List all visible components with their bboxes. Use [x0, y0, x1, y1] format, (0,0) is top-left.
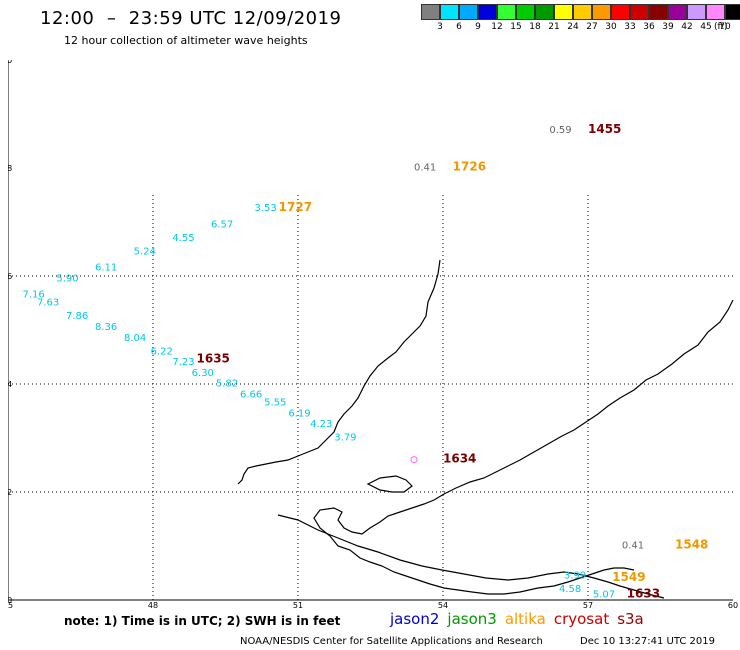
color-legend-label: 21 [548, 22, 560, 32]
lon-label: 45 [8, 601, 13, 610]
color-legend-label: 24 [567, 22, 579, 32]
page-subtitle: 12 hour collection of altimeter wave hei… [64, 34, 308, 47]
color-legend-label: 33 [624, 22, 636, 32]
page-title: 12:00 – 23:59 UTC 12/09/2019 [40, 8, 342, 29]
color-legend-label: 27 [586, 22, 598, 32]
pass-time-label: 1549 [612, 570, 645, 584]
color-swatch [440, 4, 459, 20]
satellite-legend: jason2 jason3 altika cryosat s3a [390, 610, 652, 628]
pass-time-label: 1634 [443, 451, 476, 465]
color-swatch [668, 4, 687, 20]
wave-height-value: 6.11 [95, 263, 117, 274]
wave-height-value: 6.30 [192, 368, 214, 379]
color-legend-label: 70 [719, 22, 731, 32]
pass-time-label: 1455 [588, 122, 621, 136]
color-legend-label: 39 [662, 22, 674, 32]
color-swatch [611, 4, 630, 20]
note-text: note: 1) Time is in UTC; 2) SWH is in fe… [64, 614, 341, 628]
color-swatch [478, 4, 497, 20]
pass-time-label: 1548 [675, 538, 708, 552]
wave-height-value: 7.16 [23, 290, 45, 301]
wave-height-map: 80 78 76 74 72 7045 48 51 54 57 60 3.53 6.57 4.55 5.24… [8, 60, 738, 610]
color-legend-label: 15 [510, 22, 522, 32]
color-swatch [535, 4, 554, 20]
wave-height-value: 0.59 [549, 125, 571, 136]
wave-height-value: 5.55 [264, 398, 286, 409]
wave-height-value: 7.63 [37, 298, 59, 309]
satellite-jason2: jason2 [390, 610, 440, 628]
wave-height-value: 5.90 [56, 273, 78, 284]
satellite-s3a: s3a [617, 610, 644, 628]
color-legend-label: 3 [437, 22, 443, 32]
color-swatch [421, 4, 440, 20]
color-legend-label: 36 [643, 22, 655, 32]
credit-text: NOAA/NESDIS Center for Satellite Applica… [240, 636, 543, 647]
wave-height-value: 8.36 [95, 322, 117, 333]
wave-height-value: 5.24 [134, 246, 156, 257]
lon-label: 60 [728, 601, 738, 610]
observation-marker [410, 456, 418, 464]
wave-height-value: 6.19 [288, 408, 310, 419]
wave-height-value: 3.99 [564, 570, 586, 581]
lat-label: 72 [8, 488, 12, 497]
color-legend-label: 18 [529, 22, 541, 32]
color-legend-labels: 3 6 9 12 15 18 21 24 27 30 33 36 39 42 45 70 [421, 22, 740, 36]
color-legend-label: 9 [475, 22, 481, 32]
color-legend-label: 42 [681, 22, 693, 32]
wave-height-value: 7.86 [66, 311, 88, 322]
color-swatch [459, 4, 478, 20]
color-legend-label: 12 [491, 22, 503, 32]
satellite-cryosat: cryosat [553, 610, 610, 628]
lon-label: 51 [293, 601, 303, 610]
color-swatch [554, 4, 573, 20]
color-swatch [725, 4, 740, 20]
wave-height-value: 3.79 [334, 433, 356, 444]
lon-label: 48 [148, 601, 158, 610]
color-swatch [687, 4, 706, 20]
lon-label: 54 [438, 601, 448, 610]
color-swatch [516, 4, 535, 20]
wave-height-value: 5.07 [593, 589, 615, 600]
color-swatch [497, 4, 516, 20]
map-frame [8, 60, 733, 601]
pass-time-label: 1727 [279, 200, 312, 214]
color-legend-unit: (ft) [714, 22, 728, 32]
pass-time-label: 1633 [627, 586, 660, 600]
satellite-altika: altika [504, 610, 546, 628]
color-legend-label: 45 [700, 22, 712, 32]
color-swatch [649, 4, 668, 20]
pass-time-label: 1635 [197, 351, 230, 365]
wave-height-value: 6.57 [211, 219, 233, 230]
coastline [313, 299, 734, 595]
pass-time-label: 1726 [453, 160, 486, 174]
color-swatch [573, 4, 592, 20]
lat-label: 76 [8, 272, 12, 281]
wave-height-value: 0.41 [622, 541, 644, 552]
wave-height-value: 6.22 [151, 346, 173, 357]
wave-height-value: 8.04 [124, 333, 146, 344]
timestamp-text: Dec 10 13:27:41 UTC 2019 [580, 636, 715, 647]
lat-label: 74 [8, 380, 12, 389]
lat-label: 78 [8, 164, 12, 173]
wave-height-value: 6.66 [240, 390, 262, 401]
lon-label: 57 [583, 601, 593, 610]
wave-height-value: 5.82 [216, 379, 238, 390]
wave-height-value: 0.41 [414, 163, 436, 174]
satellite-jason3: jason3 [447, 610, 497, 628]
lat-label: 70 [8, 596, 12, 605]
island [366, 475, 413, 493]
color-swatch [592, 4, 611, 20]
color-swatch [630, 4, 649, 20]
color-legend-label: 30 [605, 22, 617, 32]
wave-height-value: 4.23 [310, 419, 332, 430]
wave-height-value: 4.55 [172, 233, 194, 244]
wave-height-value: 7.23 [172, 357, 194, 368]
coastline-south [277, 514, 665, 599]
color-swatch [706, 4, 725, 20]
wave-height-value: 3.53 [255, 203, 277, 214]
wave-height-value: 4.58 [559, 584, 581, 595]
lat-label: 80 [8, 60, 12, 65]
coastline-north [237, 259, 441, 485]
color-legend-label: 6 [456, 22, 462, 32]
